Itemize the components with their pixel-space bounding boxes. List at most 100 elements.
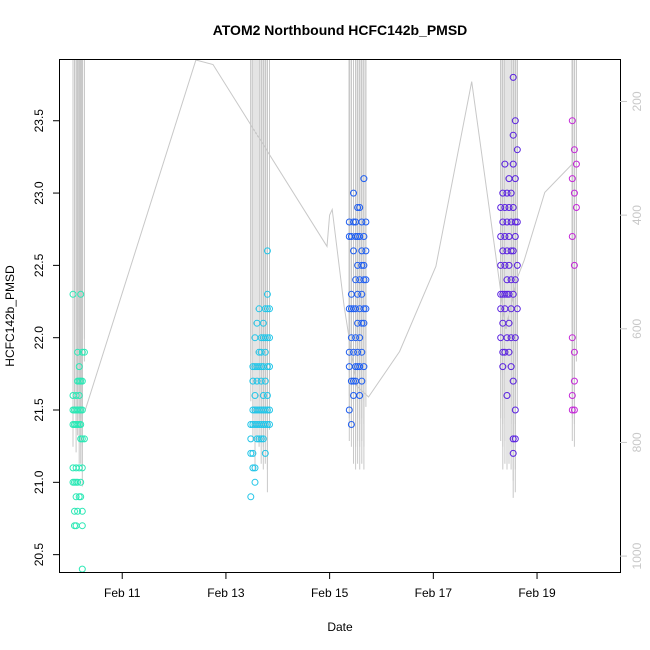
data-point <box>513 146 521 154</box>
data-point <box>259 392 267 399</box>
y-right-tick-label: 1000 <box>630 542 644 569</box>
data-point <box>570 261 578 269</box>
data-point <box>570 189 578 197</box>
data-point <box>568 117 576 125</box>
data-point <box>69 290 77 298</box>
data-point <box>509 377 517 385</box>
data-point <box>255 363 263 371</box>
data-point <box>505 290 513 298</box>
data-point <box>501 261 509 269</box>
data-point <box>75 392 83 399</box>
data-point <box>507 363 515 371</box>
data-point <box>77 478 85 486</box>
data-point <box>505 319 513 327</box>
data-point <box>78 348 86 356</box>
data-point <box>350 348 357 356</box>
data-point <box>358 348 366 356</box>
data-point <box>360 363 368 371</box>
y-tick-label: 23.5 <box>32 109 46 133</box>
data-point <box>358 319 366 327</box>
data-point <box>360 261 368 269</box>
data-point <box>358 261 366 269</box>
x-axis-label: Date <box>327 620 353 634</box>
data-point <box>362 247 370 255</box>
data-point <box>263 406 271 414</box>
data-point <box>505 348 513 356</box>
data-point <box>511 117 519 125</box>
data-point <box>78 377 86 385</box>
data-point <box>247 493 255 501</box>
data-point <box>568 175 576 183</box>
data-point <box>356 233 364 240</box>
data-point <box>352 276 360 284</box>
data-point <box>570 146 578 154</box>
data-point <box>347 377 355 385</box>
data-point <box>360 276 368 284</box>
data-point <box>345 406 353 414</box>
data-point <box>511 276 519 284</box>
data-point <box>80 435 88 443</box>
data-point <box>509 131 517 139</box>
data-point <box>358 247 366 255</box>
data-point <box>509 204 517 211</box>
data-point <box>249 377 257 385</box>
data-point <box>511 218 519 226</box>
data-point <box>78 507 86 515</box>
data-point <box>251 392 259 399</box>
data-point <box>261 305 269 313</box>
x-axis: Feb 11 Feb 13 Feb 15 Feb 17 Feb 19 <box>104 572 556 600</box>
data-point <box>266 421 273 428</box>
data-point <box>261 421 269 428</box>
data-point <box>249 464 257 472</box>
data-point <box>507 247 515 255</box>
plot-area <box>69 59 580 573</box>
data-point <box>499 363 507 371</box>
y-tick-label: 21.5 <box>32 398 46 422</box>
data-point <box>511 334 519 342</box>
data-point <box>509 435 517 443</box>
x-tick-label: Feb 15 <box>311 586 349 600</box>
data-point <box>507 189 515 197</box>
data-point <box>360 233 368 240</box>
data-point <box>513 261 521 269</box>
data-point <box>356 204 364 211</box>
data-point <box>251 478 259 486</box>
data-point <box>509 160 517 168</box>
data-point <box>503 218 511 226</box>
y-tick-label: 22.5 <box>32 253 46 277</box>
data-point <box>362 276 370 284</box>
data-point <box>354 290 362 298</box>
data-point <box>261 334 269 342</box>
data-point <box>356 392 364 399</box>
data-point <box>74 348 82 356</box>
data-point <box>78 565 86 573</box>
data-point <box>358 290 366 298</box>
data-point <box>513 218 521 226</box>
data-point <box>511 175 519 183</box>
data-point <box>347 334 355 342</box>
data-point <box>72 493 80 501</box>
data-point <box>354 204 362 211</box>
data-point <box>261 348 269 356</box>
data-point <box>266 305 273 313</box>
data-point <box>352 363 360 371</box>
data-point <box>503 276 511 284</box>
data-point <box>497 233 505 240</box>
y-tick-label: 23.0 <box>32 181 46 205</box>
data-point <box>266 334 273 342</box>
data-point <box>350 189 357 197</box>
data-point <box>263 421 271 428</box>
data-point <box>352 305 360 313</box>
y-tick-label: 20.5 <box>32 543 46 567</box>
data-point <box>74 507 82 515</box>
data-point <box>251 464 259 472</box>
x-tick-label: Feb 17 <box>415 586 453 600</box>
data-point <box>501 348 509 356</box>
drop-line-layer <box>72 60 577 498</box>
data-point <box>80 348 88 356</box>
data-point <box>505 204 513 211</box>
data-point <box>497 305 505 313</box>
x-tick-label: Feb 19 <box>518 586 556 600</box>
data-point <box>358 218 366 226</box>
data-point <box>75 363 83 371</box>
